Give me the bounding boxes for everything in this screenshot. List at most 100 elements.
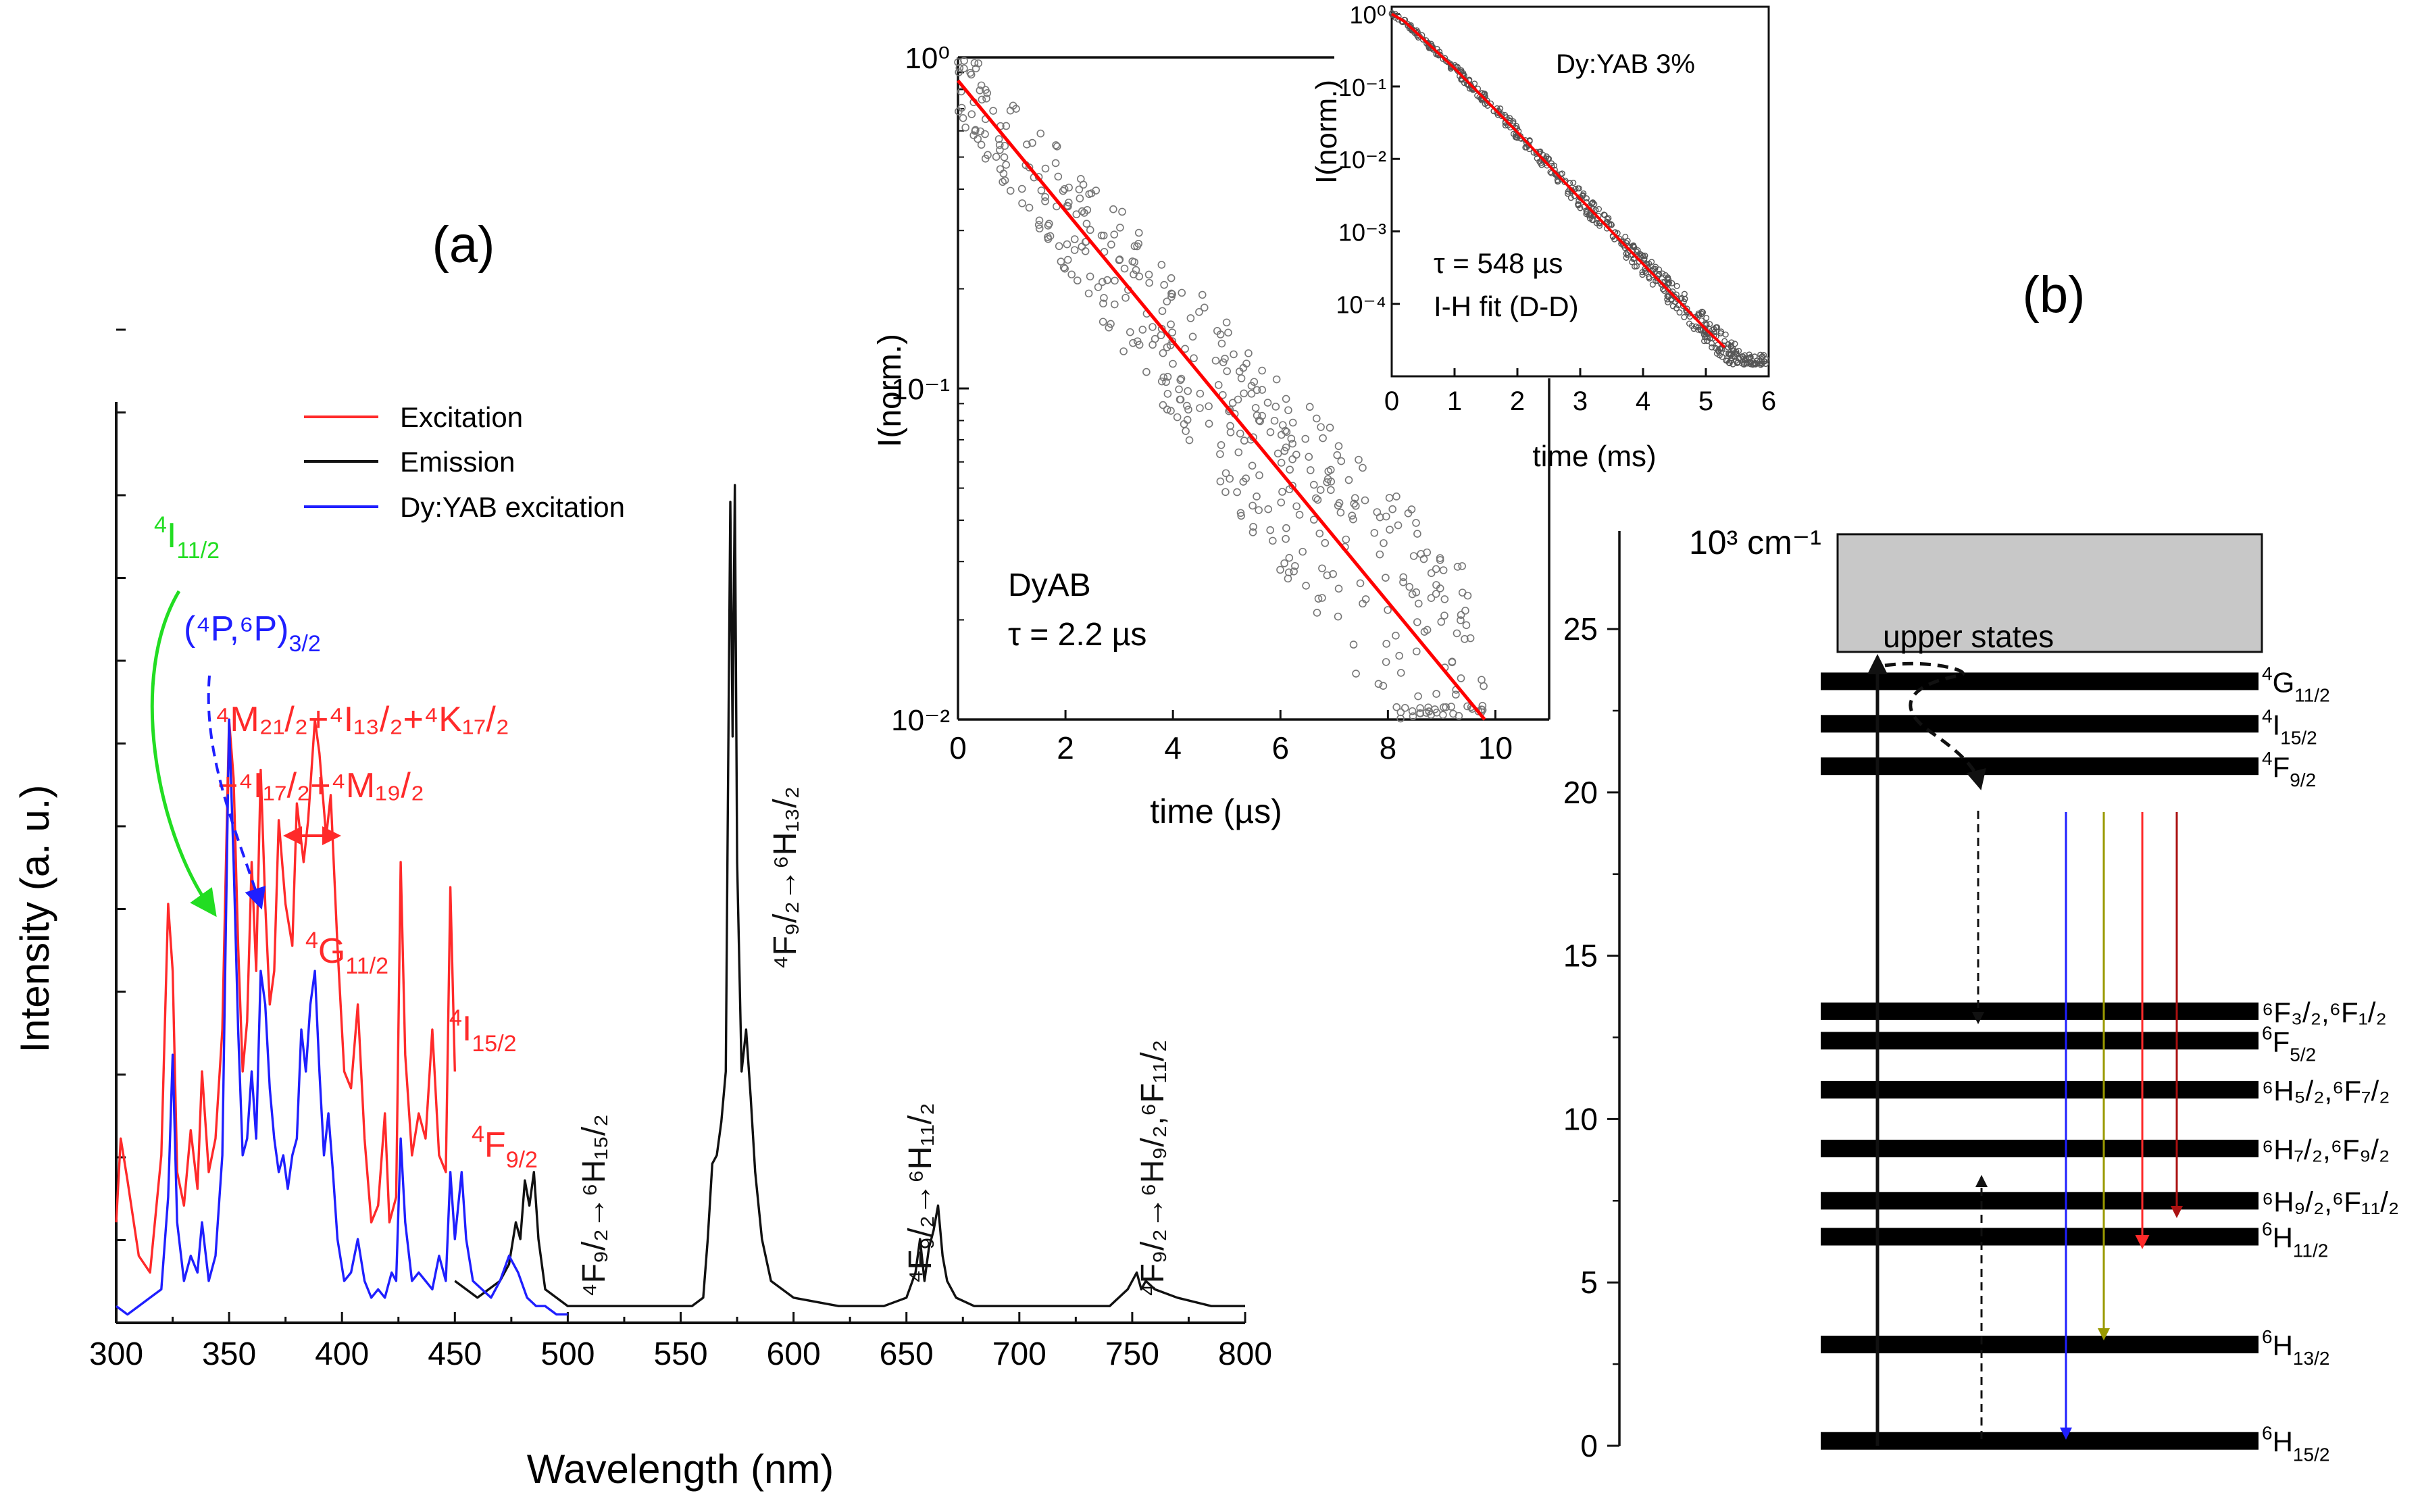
dyab-data-point <box>1226 428 1235 436</box>
spectra-x-tick-label: 300 <box>89 1336 143 1372</box>
dyab-data-point <box>1195 308 1203 316</box>
dyyab-data-point <box>1513 122 1519 129</box>
dyyab-data-point <box>1664 296 1671 303</box>
dyab-data-point <box>1288 455 1296 463</box>
dyab-data-point <box>1462 621 1471 630</box>
dyyab-y-tick-label: 10⁻⁴ <box>1336 291 1386 319</box>
dyyab-data-point <box>1604 216 1611 222</box>
dyab-data-point <box>1263 399 1272 407</box>
energy-level-bar <box>1821 1139 2259 1157</box>
dyyab-data-point <box>1721 338 1728 345</box>
dyab-data-point <box>1417 550 1425 558</box>
dyyab-data-point <box>1669 303 1676 309</box>
dyab-data-point <box>1392 631 1400 640</box>
dyab-data-point <box>1132 266 1140 274</box>
dyab-data-point <box>1305 453 1313 461</box>
energy-level-label: 4F9/2 <box>2262 748 2316 790</box>
dyab-data-point <box>1295 511 1304 519</box>
dyyab-x-tick-label: 5 <box>1698 386 1713 416</box>
dyab-data-point <box>1111 276 1119 285</box>
dyyab-data-point <box>1704 338 1711 345</box>
dyab-data-point <box>1480 682 1488 690</box>
spectra-x-tick-label: 650 <box>880 1336 934 1372</box>
dyyab-data-point <box>1664 293 1671 299</box>
dyyab-data-point <box>1746 351 1752 358</box>
dyyab-data-point <box>1709 340 1715 347</box>
dyab-sample-label: DyAB <box>1008 568 1091 603</box>
dyab-data-point <box>1273 449 1282 458</box>
dyab-data-point <box>992 153 1001 161</box>
dyab-data-point <box>1292 502 1301 511</box>
dyyab-data-point <box>1565 191 1571 197</box>
legend-label-excitation: Excitation <box>400 401 523 433</box>
dyyab-data-point <box>1592 207 1599 213</box>
dyab-data-point <box>1228 399 1237 407</box>
dyab-data-point <box>995 141 1004 149</box>
dyab-data-point <box>1222 318 1231 327</box>
dyab-data-point <box>1041 193 1049 201</box>
dyab-data-point <box>1244 349 1253 357</box>
dyab-data-point <box>1461 607 1469 615</box>
annot-4f92: 4F9/2 <box>472 1122 538 1173</box>
dyab-data-point <box>1457 674 1465 682</box>
dyyab-data-point <box>1466 85 1473 92</box>
dyab-data-point <box>1064 202 1072 211</box>
dyab-data-point <box>1415 599 1423 608</box>
dyyab-data-point <box>1682 296 1688 303</box>
dyab-data-point <box>1316 486 1325 494</box>
dyab-data-point <box>1063 201 1071 210</box>
dyab-data-point <box>1236 509 1245 518</box>
dyab-data-point <box>1176 376 1185 384</box>
dyyab-data-point <box>1409 26 1415 32</box>
dyab-data-point <box>1224 328 1232 337</box>
dyab-x-tick-label: 6 <box>1271 730 1289 765</box>
dyyab-x-tick-label: 4 <box>1636 386 1650 416</box>
dyab-data-point <box>1216 477 1225 486</box>
dyab-data-point <box>1258 366 1266 375</box>
dyab-data-point <box>994 135 1003 143</box>
dyyab-data-point <box>1561 178 1568 185</box>
dyab-data-point <box>1374 680 1383 688</box>
dyyab-data-point <box>1664 276 1671 282</box>
dyab-data-point <box>1151 334 1159 343</box>
dyab-data-point <box>1157 377 1166 386</box>
dyyab-x-tick-label: 6 <box>1761 386 1776 416</box>
dyyab-data-point <box>1580 193 1586 199</box>
dyab-data-point <box>1000 153 1009 161</box>
dyab-data-point <box>1006 186 1015 195</box>
dyab-data-point <box>960 57 968 65</box>
dyab-data-point <box>1023 141 1031 149</box>
dyab-data-point <box>1350 499 1359 508</box>
dyyab-data-point <box>1546 155 1553 162</box>
legend-label-emission: Emission <box>400 446 515 478</box>
panel-label-a: (a) <box>432 216 495 274</box>
dyab-data-point <box>1312 494 1320 503</box>
dyab-data-point <box>1175 385 1183 394</box>
dyab-data-point <box>961 123 969 132</box>
dyab-data-point <box>1255 471 1263 480</box>
dyab-data-point <box>1034 221 1043 229</box>
dyyab-data-point <box>1646 274 1652 280</box>
dyyab-data-point <box>1551 162 1558 169</box>
dyab-data-point <box>1253 411 1261 420</box>
dyab-data-point <box>1094 283 1103 291</box>
dyab-x-tick-label: 2 <box>1057 730 1074 765</box>
dyyab-data-point <box>1652 263 1659 270</box>
spectra-x-tick-label: 700 <box>992 1336 1046 1372</box>
dyab-data-point <box>1370 528 1379 537</box>
dyab-data-point <box>1116 224 1124 232</box>
dyab-data-point <box>1427 569 1436 578</box>
dyab-data-point <box>1291 561 1299 570</box>
dyab-data-point <box>1098 278 1107 286</box>
dyyab-data-point <box>1448 61 1455 68</box>
dyyab-data-point <box>1632 263 1638 270</box>
dyab-data-point <box>1439 711 1447 719</box>
dyyab-data-point <box>1733 348 1740 355</box>
dyab-data-point <box>1081 238 1090 247</box>
dyab-data-point <box>1382 658 1390 666</box>
dyab-data-point <box>1452 690 1460 699</box>
dyab-data-point <box>1251 403 1260 412</box>
dyyab-data-point <box>1711 326 1717 332</box>
dyab-data-point <box>1157 261 1166 269</box>
dyab-data-point <box>1394 521 1403 530</box>
